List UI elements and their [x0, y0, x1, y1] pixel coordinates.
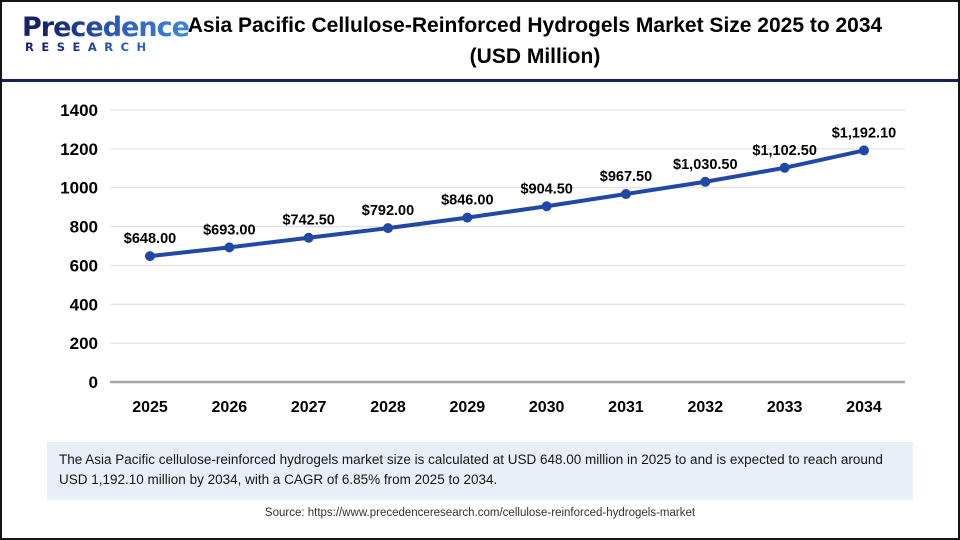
header: Precedence RESEARCH Asia Pacific Cellulo…	[2, 2, 958, 82]
data-point	[779, 162, 790, 173]
data-point-label: $967.50	[600, 169, 652, 185]
precedence-research-logo: Precedence RESEARCH	[22, 12, 190, 54]
x-tick-label: 2025	[132, 399, 168, 416]
x-tick-label: 2031	[608, 399, 644, 416]
logo-sub-text: RESEARCH	[22, 41, 189, 54]
data-point-label: $648.00	[124, 231, 176, 247]
logo-brand-text: Precedence	[22, 12, 190, 43]
x-tick-label: 2027	[291, 399, 327, 416]
chart-title-container: Asia Pacific Cellulose-Reinforced Hydrog…	[152, 2, 918, 79]
data-point	[462, 212, 473, 223]
summary-text: The Asia Pacific cellulose-reinforced hy…	[59, 452, 883, 488]
data-point-label: $1,030.50	[673, 157, 738, 173]
x-tick-label: 2033	[767, 399, 803, 416]
data-point	[541, 201, 552, 212]
data-point-label: $846.00	[441, 193, 493, 209]
y-tick-label: 1200	[60, 140, 98, 159]
data-point-label: $792.00	[362, 203, 414, 219]
x-tick-label: 2026	[212, 399, 248, 416]
data-line	[148, 148, 866, 259]
data-point	[382, 223, 393, 234]
data-point-label: $693.00	[203, 222, 255, 238]
data-point-label: $904.50	[520, 181, 572, 197]
x-tick-label: 2032	[688, 399, 724, 416]
data-point	[145, 251, 155, 262]
y-tick-label: 400	[70, 295, 98, 314]
data-point	[303, 232, 314, 243]
data-point-label: $1,102.50	[752, 143, 817, 159]
data-point	[224, 242, 235, 253]
y-tick-label: 200	[70, 334, 98, 353]
summary-box: The Asia Pacific cellulose-reinforced hy…	[47, 442, 913, 500]
x-tick-label: 2029	[450, 399, 486, 416]
x-tick-label: 2028	[370, 399, 406, 416]
y-tick-label: 1000	[60, 179, 98, 198]
source-url[interactable]: Source: https://www.precedenceresearch.c…	[264, 506, 696, 519]
chart-title: Asia Pacific Cellulose-Reinforced Hydrog…	[187, 13, 883, 68]
data-point-label: $1,192.10	[832, 125, 897, 141]
x-tick-label: 2034	[846, 399, 882, 416]
source-line: Source: https://www.precedenceresearch.c…	[2, 507, 958, 519]
y-tick-label: 800	[70, 218, 98, 237]
data-point-label: $742.50	[282, 213, 334, 229]
y-tick-label: 600	[70, 256, 98, 275]
chart-area: 0 200 400 600 800 1000 1200 1400 2025 2026 2027 202…	[2, 82, 958, 434]
y-tick-label: 0	[89, 373, 98, 392]
x-tick-label: 2030	[529, 399, 565, 416]
data-point	[858, 145, 869, 156]
data-point	[700, 176, 711, 187]
market-size-line-chart: 0 200 400 600 800 1000 1200 1400 2025 2026 2027 202…	[60, 101, 905, 416]
data-point	[620, 189, 631, 200]
y-tick-label: 1400	[60, 101, 98, 120]
